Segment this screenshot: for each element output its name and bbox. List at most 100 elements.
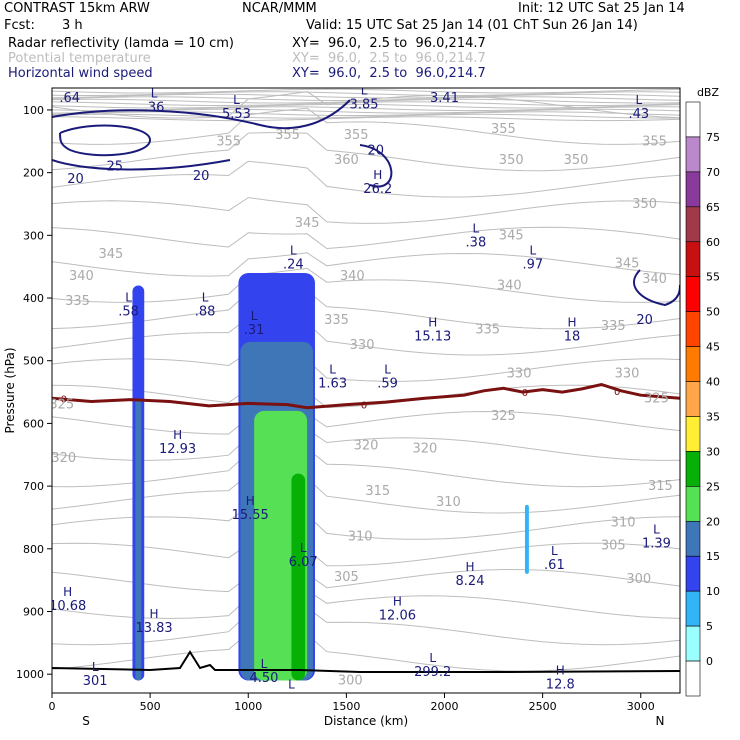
theta-label: 340 — [497, 278, 522, 293]
field-xy-wind: XY= 96.0, 2.5 to 96.0,214.7 — [292, 66, 486, 81]
field-xy-reflectivity: XY= 96.0, 2.5 to 96.0,214.7 — [292, 36, 486, 51]
theta-contour — [52, 428, 680, 461]
theta-label: 355 — [642, 134, 667, 149]
colorbar-swatch — [685, 241, 701, 278]
extremum-marker: L — [384, 362, 391, 376]
theta-label: 355 — [491, 122, 516, 137]
colorbar-swatch — [685, 346, 701, 382]
extremum-value: 1.63 — [318, 376, 347, 391]
theta-label: 345 — [615, 257, 640, 272]
extremum-value: .43 — [628, 107, 649, 122]
theta-label: 360 — [334, 153, 359, 168]
colorbar-swatch — [685, 416, 701, 452]
x-tick-label: 2500 — [529, 700, 557, 713]
valid-time: Valid: 15 UTC Sat 25 Jan 14 (01 ChT Sun … — [306, 18, 638, 33]
y-tick-label: 800 — [23, 543, 44, 556]
forecast-value: 3 h — [62, 18, 83, 33]
wind-label: 20 — [368, 144, 385, 159]
y-tick-label: 900 — [23, 605, 44, 618]
theta-contour — [52, 226, 680, 250]
plot-frame — [51, 87, 681, 694]
theta-contour — [52, 351, 680, 382]
extremum-marker: L — [151, 87, 158, 101]
extremum-value: 26.2 — [363, 182, 392, 197]
x-axis-title: Distance (km) — [324, 714, 408, 728]
wind-speed-contours — [52, 99, 680, 307]
colorbar-label: 30 — [706, 445, 720, 458]
theta-contour — [52, 474, 680, 514]
colorbar-swatch — [685, 171, 701, 208]
colorbar-label: 5 — [706, 620, 713, 633]
extremum-marker: L — [529, 243, 536, 257]
y-tick-label: 300 — [23, 229, 44, 242]
extremum-marker: L — [92, 660, 99, 674]
y-tick-label: 700 — [23, 480, 44, 493]
extremum-marker: H — [393, 594, 402, 608]
extremum-value: 3.85 — [350, 97, 379, 112]
zero-isotherm-label: 0 — [522, 388, 528, 399]
extremum-marker: H — [556, 663, 565, 677]
colorbar-swatch — [685, 381, 701, 417]
extremum-value: 15.55 — [232, 508, 269, 523]
reflectivity-field — [132, 272, 529, 681]
colorbar-units: dBZ — [697, 86, 720, 99]
extremum-marker: L — [233, 93, 240, 107]
extremum-value: 4.50 — [249, 671, 278, 686]
extremum-value: 299.2 — [414, 665, 451, 680]
y-tick-label: 600 — [23, 417, 44, 430]
colorbar-label: 0 — [706, 655, 713, 668]
theta-contour — [52, 384, 680, 409]
extremum-value: .97 — [522, 257, 543, 272]
extremum-marker: H — [428, 315, 437, 329]
theta-contour — [52, 589, 680, 619]
theta-contour — [52, 290, 680, 330]
theta-label: 320 — [51, 451, 76, 466]
wind-label: 20 — [193, 169, 210, 184]
theta-contour — [52, 197, 680, 224]
theta-label: 310 — [611, 515, 636, 530]
theta-contour — [52, 448, 680, 488]
field-name-reflectivity: Radar reflectivity (lamda = 10 cm) — [8, 36, 234, 51]
extremum-marker: L — [329, 362, 336, 376]
theta-label: 350 — [564, 153, 589, 168]
theta-label: 345 — [499, 228, 524, 243]
theta-contour — [52, 91, 680, 96]
extremum-marker: L — [202, 290, 209, 304]
theta-label: 340 — [642, 272, 667, 287]
wind-label: 25 — [107, 159, 124, 174]
theta-contour-lines — [52, 88, 680, 672]
extremum-value: 18 — [564, 329, 581, 344]
colorbar-swatch — [685, 486, 701, 522]
colorbar-label: 40 — [706, 376, 720, 389]
colorbar-swatch — [685, 625, 701, 662]
extremum-value: 3.41 — [430, 91, 459, 106]
theta-contour — [52, 107, 680, 145]
theta-label: 325 — [491, 409, 516, 424]
zero-isotherm-line — [52, 382, 680, 410]
extremum-marker: L — [441, 77, 448, 91]
colorbar-swatch — [685, 311, 701, 347]
extremum-marker: H — [568, 315, 577, 329]
extremum-value: 5.53 — [222, 107, 251, 122]
extremum-marker: L — [290, 243, 297, 257]
reflectivity-cell — [291, 473, 306, 681]
theta-label: 335 — [324, 313, 349, 328]
reflectivity-cell — [135, 398, 142, 681]
theta-label: 310 — [436, 495, 461, 510]
theta-label: 335 — [65, 294, 90, 309]
theta-contour — [52, 116, 680, 122]
theta-label: 315 — [648, 479, 673, 494]
extremum-marker: L — [300, 541, 307, 555]
theta-label: 345 — [295, 216, 320, 231]
extremum-marker: L — [361, 83, 368, 97]
colorbar-swatch — [685, 660, 701, 697]
theta-label: 340 — [69, 269, 94, 284]
colorbar-swatch — [685, 555, 701, 592]
theta-contour — [52, 98, 680, 104]
theta-label: 305 — [601, 539, 626, 554]
terrain-line — [52, 650, 680, 673]
x-tick-label: 1500 — [332, 700, 360, 713]
extremum-value: 8.24 — [456, 574, 485, 589]
